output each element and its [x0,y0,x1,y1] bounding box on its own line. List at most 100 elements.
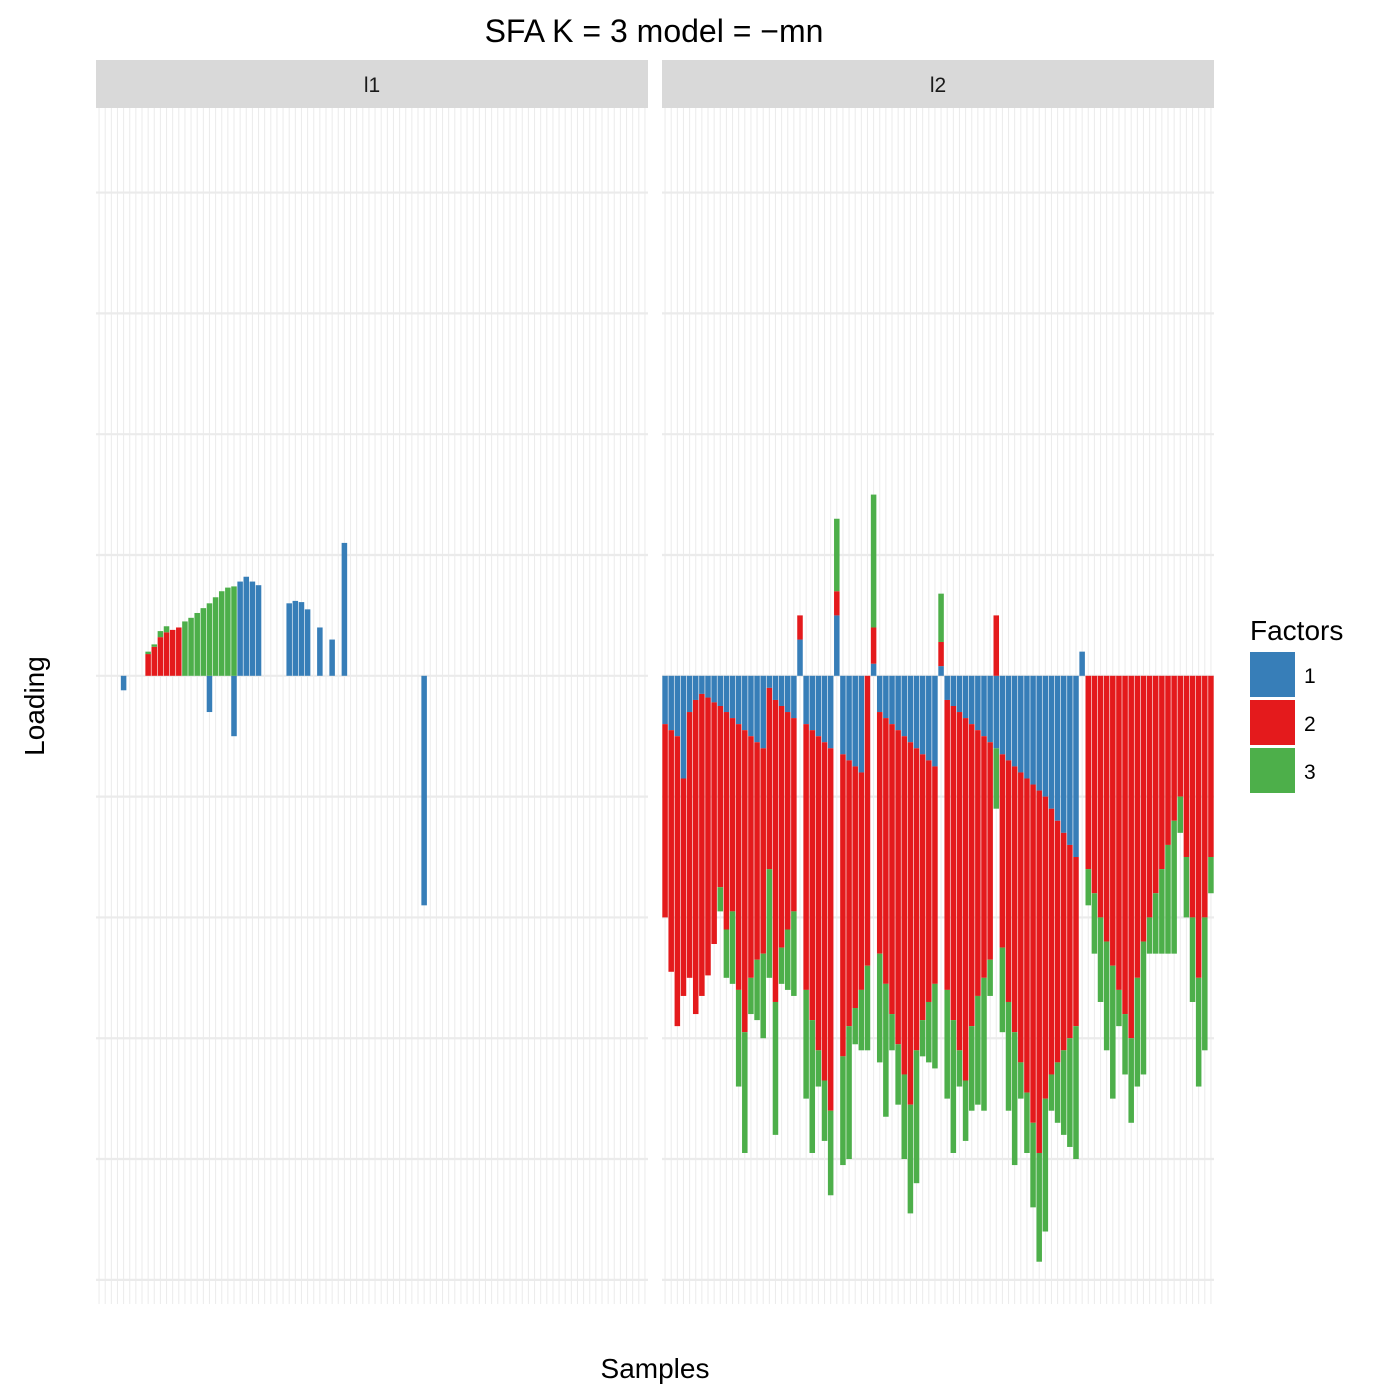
bar-factor-2 [913,748,920,1051]
bar-factor-1 [993,675,1000,749]
bar-factor-3 [1097,917,1104,1002]
bar-factor-2 [1060,832,1067,1051]
bar-factor-1 [729,675,736,719]
bar-factor-3 [1134,977,1141,1087]
bar-factor-3 [1067,1038,1073,1147]
bar-factor-3 [1152,893,1159,954]
bar-factor-3 [784,929,791,990]
bar-factor-1 [944,675,950,700]
bar-factor-1 [797,639,803,676]
bar-factor-3 [895,1044,901,1105]
bar-factor-2 [754,742,760,960]
bar-factor-2 [1146,675,1153,918]
bar-factor-2 [680,778,687,996]
bar-factor-1 [1042,675,1049,797]
bar-factor-2 [1030,784,1036,1123]
bar-factor-1 [1030,675,1036,785]
bar-factor-1 [772,675,779,700]
bar-factor-1 [950,675,957,706]
bar-factor-1 [846,675,852,761]
bar-factor-3 [772,1001,779,1135]
bar-factor-3 [926,1001,932,1063]
bar-factor-3 [815,1050,822,1087]
bar-factor-1 [1024,675,1030,779]
bar-factor-2 [791,718,797,912]
panel-strip [96,60,648,108]
bar-factor-3 [1189,917,1196,1002]
bar-factor-1 [987,675,993,743]
bar-factor-2 [803,724,809,990]
bar-factor-3 [1183,857,1190,918]
bar-factor-3 [723,929,730,978]
bar-factor-1 [298,602,305,676]
bar-factor-2 [1085,675,1092,870]
bar-factor-2 [975,730,981,996]
bar-factor-1 [1036,675,1042,791]
bar-factor-1 [821,675,828,743]
bar-factor-3 [1011,1032,1018,1166]
bar-factor-1 [255,585,262,676]
bar-factor-2 [1122,675,1128,1015]
bar-factor-3 [231,586,237,676]
bar-factor-3 [151,644,158,647]
bar-factor-2 [950,706,957,1021]
bar-factor-2 [662,724,668,918]
bar-factor-2 [1177,675,1184,797]
bar-factor-3 [1128,1038,1134,1123]
bar-factor-2 [1048,808,1055,1075]
bar-factor-3 [821,1080,828,1141]
bar-factor-3 [968,1026,975,1111]
bar-factor-1 [852,675,858,767]
bar-factor-2 [870,627,877,664]
bar-factor-1 [968,675,975,725]
bar-factor-1 [883,675,889,719]
bar-factor-2 [944,699,950,990]
bar-factor-1 [1011,675,1018,767]
bar-factor-3 [1110,965,1116,1099]
bar-factor-1 [938,666,944,676]
bar-factor-2 [797,615,803,640]
bar-factor-2 [1159,675,1165,870]
bar-factor-3 [1177,796,1184,833]
legend-label-2: 2 [1304,713,1316,736]
bar-factor-2 [1091,675,1098,894]
bar-factor-3 [827,1110,834,1196]
bar-factor-3 [1146,917,1153,954]
bar-factor-2 [1054,820,1061,1063]
bar-factor-3 [919,1020,926,1057]
panel-strip [662,60,1214,108]
bar-factor-1 [231,675,237,737]
bar-factor-2 [846,760,852,1027]
bar-factor-2 [815,736,822,1051]
bar-factor-1 [680,675,687,779]
legend-label-1: 1 [1304,665,1316,688]
bar-factor-2 [705,697,711,976]
bar-factor-2 [968,724,975,1027]
bar-factor-1 [1005,675,1012,761]
bar-factor-3 [852,1008,858,1045]
bar-factor-3 [1208,857,1214,894]
bar-factor-3 [212,597,219,676]
bar-factor-1 [778,675,785,706]
bar-factor-1 [1073,675,1079,858]
bar-factor-2 [1011,766,1018,1033]
bar-factor-1 [834,615,840,676]
bar-factor-1 [919,675,926,755]
bar-factor-2 [742,730,748,1033]
bar-factor-3 [834,518,840,592]
bar-factor-3 [876,953,883,1063]
bar-factor-2 [1036,790,1042,1153]
bar-factor-2 [876,712,883,954]
bar-factor-3 [1116,989,1122,1027]
bar-factor-1 [803,675,809,725]
bar-factor-2 [1189,675,1196,918]
bar-factor-3 [182,621,188,676]
panel-background [96,108,648,1304]
bar-factor-2 [778,706,785,948]
bar-factor-3 [1073,1026,1079,1160]
bar-factor-2 [993,615,1000,676]
bar-factor-1 [705,675,711,698]
bar-factor-1 [784,675,791,713]
panel-l2: l2 [662,60,1214,1304]
bar-factor-1 [956,675,963,713]
